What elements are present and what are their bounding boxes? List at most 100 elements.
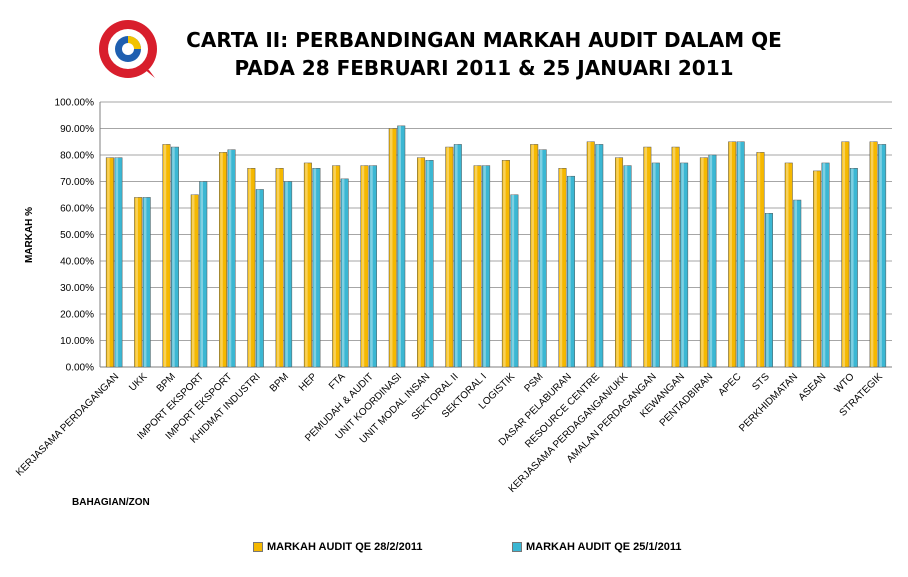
x-tick-label: APEC xyxy=(717,371,744,398)
bar-highlight xyxy=(559,168,563,367)
gridlines xyxy=(99,101,892,368)
x-tick-label: KERJASAMA PERDAGANGAN xyxy=(14,371,121,478)
bar-highlight xyxy=(672,147,676,367)
organization-seal-logo xyxy=(99,20,157,78)
bar-body xyxy=(388,128,397,368)
bar-highlight xyxy=(200,181,203,367)
bar-highlight xyxy=(653,162,656,367)
bar-highlight xyxy=(681,162,684,367)
x-tick-label: WTO xyxy=(833,371,857,395)
bar-body xyxy=(849,168,858,368)
bar-highlight xyxy=(766,213,769,367)
bar-highlight xyxy=(172,147,175,367)
bar-body xyxy=(114,157,123,368)
legend-item-series-1: MARKAH AUDIT QE 28/2/2011 xyxy=(253,541,422,553)
bar-series-1 xyxy=(134,197,143,368)
bar-series-2 xyxy=(708,154,717,368)
bar-series-2 xyxy=(651,162,660,368)
bar-highlight xyxy=(568,176,571,367)
bar-body xyxy=(651,162,660,368)
bar-highlight xyxy=(644,147,648,367)
bar-highlight xyxy=(596,144,599,367)
bar-series-1 xyxy=(699,157,708,368)
bar-series-2 xyxy=(878,144,887,368)
bar-highlight xyxy=(455,144,458,367)
bar-body xyxy=(284,181,293,368)
legend-swatch-series-2 xyxy=(512,542,522,552)
legend-label-series-1: MARKAH AUDIT QE 28/2/2011 xyxy=(267,541,423,553)
bar-series-1 xyxy=(615,157,624,368)
legend: MARKAH AUDIT QE 28/2/2011 MARKAH AUDIT Q… xyxy=(0,541,908,561)
bar-highlight xyxy=(616,157,619,367)
bar-highlight xyxy=(285,181,288,367)
bar-highlight xyxy=(313,168,317,367)
bar-series-2 xyxy=(312,168,321,368)
bar-body xyxy=(247,168,256,368)
bar-body xyxy=(821,162,830,368)
chart-title-line1: CARTA II: PERBANDINGAN MARKAH AUDIT DALA… xyxy=(186,28,782,52)
bar-series-1 xyxy=(332,165,341,368)
bar-series-1 xyxy=(190,194,199,368)
bar-series-1 xyxy=(784,162,793,368)
bar-highlight xyxy=(361,165,365,367)
bar-highlight xyxy=(842,141,846,367)
bar-highlight xyxy=(879,144,882,367)
bar-body xyxy=(623,165,632,368)
bar-body xyxy=(255,189,264,368)
bar-highlight xyxy=(737,141,741,367)
bar-series-2 xyxy=(199,181,208,368)
bar-series-2 xyxy=(736,141,745,368)
bar-body xyxy=(219,152,228,368)
bar-body xyxy=(728,141,737,368)
x-tick-label: HEP xyxy=(297,371,320,394)
bar-body xyxy=(332,165,341,368)
bar-series-1 xyxy=(388,128,397,368)
bar-body xyxy=(473,165,482,368)
bar-body xyxy=(869,141,878,368)
legend-swatch-series-1 xyxy=(253,542,263,552)
bar-body xyxy=(199,181,208,368)
bar-highlight xyxy=(135,197,138,367)
bar-highlight xyxy=(107,157,110,367)
bar-body xyxy=(764,213,773,368)
y-tick-label: 60.00% xyxy=(60,204,94,215)
bar-series-1 xyxy=(275,168,284,368)
bar-body xyxy=(538,149,547,368)
bar-body xyxy=(275,168,284,368)
bar-body xyxy=(784,162,793,368)
bar-highlight xyxy=(257,189,260,367)
bar-highlight xyxy=(228,149,232,367)
bar-series-2 xyxy=(453,144,462,368)
bar-series-2 xyxy=(566,175,575,368)
bar-highlight xyxy=(390,128,393,367)
chart-title-line2: PADA 28 FEBRUARI 2011 & 25 JANUARI 2011 xyxy=(234,56,734,80)
bar-series-1 xyxy=(417,157,426,368)
bar-body xyxy=(170,146,179,368)
bar-body xyxy=(190,194,199,368)
bars xyxy=(105,125,887,368)
bar-series-2 xyxy=(340,178,349,368)
y-tick-label: 90.00% xyxy=(60,124,94,135)
bar-series-2 xyxy=(680,162,689,368)
y-tick-label: 0.00% xyxy=(66,363,94,374)
bar-body xyxy=(340,178,349,368)
bar-body xyxy=(680,162,689,368)
x-tick-label: STS xyxy=(750,371,772,393)
bar-body xyxy=(368,165,377,368)
bar-series-1 xyxy=(162,144,171,368)
bar-body xyxy=(453,144,462,368)
bar-highlight xyxy=(851,168,854,367)
bar-highlight xyxy=(192,194,195,367)
bar-highlight xyxy=(814,170,817,367)
bar-series-2 xyxy=(170,146,179,368)
bar-highlight xyxy=(624,165,628,367)
bar-series-1 xyxy=(869,141,878,368)
bar-highlight xyxy=(483,165,486,367)
bar-series-1 xyxy=(360,165,369,368)
bar-series-2 xyxy=(142,197,151,368)
x-axis-label: BAHAGIAN/ZON xyxy=(72,497,150,508)
bar-body xyxy=(586,141,595,368)
bar-series-1 xyxy=(105,157,114,368)
bar-highlight xyxy=(163,144,167,367)
